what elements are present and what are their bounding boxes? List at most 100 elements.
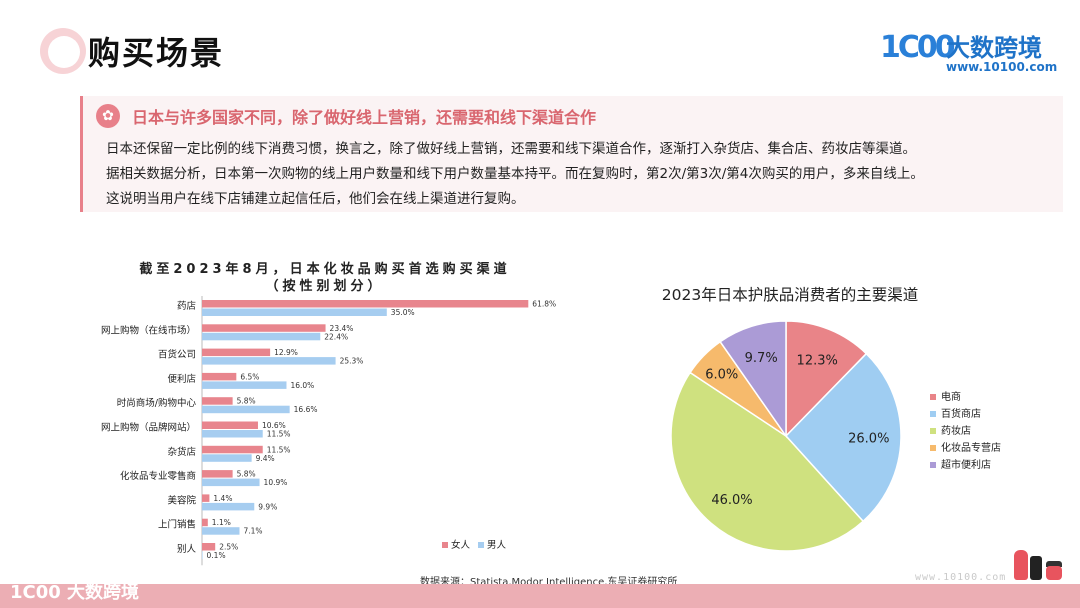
pie-legend-label: 百货商店 xyxy=(941,407,981,420)
bar-value-label: 0.1% xyxy=(207,551,226,560)
legend-label: 男人 xyxy=(487,540,507,551)
bar-value-label: 23.4% xyxy=(330,324,354,333)
bar-value-label: 11.5% xyxy=(267,445,291,454)
bar-female xyxy=(202,397,233,405)
bar-value-label: 22.4% xyxy=(324,332,348,341)
cosmetic-bottle-icon xyxy=(1014,550,1028,580)
footer-band xyxy=(0,584,1080,608)
pie-value-label: 12.3% xyxy=(797,353,838,368)
cosmetic-jar-lid-icon xyxy=(1046,561,1062,567)
pie-legend-label: 药妆店 xyxy=(941,424,971,437)
pie-legend-label: 电商 xyxy=(941,390,961,403)
title-ring-inner xyxy=(48,36,80,68)
legend-swatch xyxy=(478,542,484,548)
bar-male xyxy=(202,381,287,389)
bar-female xyxy=(202,543,216,551)
bar-male xyxy=(202,308,387,316)
footer-url: www.10100.com xyxy=(915,572,1007,583)
bar-female xyxy=(202,445,263,454)
logo-mark: 1C00 xyxy=(880,30,956,65)
pie-value-label: 9.7% xyxy=(745,351,778,366)
body-line-3: 这说明当用户在线下店铺建立起信任后，他们会在线上渠道进行复购。 xyxy=(106,191,525,207)
pie-legend-swatch xyxy=(930,445,936,451)
bar-value-label: 2.5% xyxy=(219,543,238,552)
bar-male xyxy=(202,551,203,559)
pie-value-label: 46.0% xyxy=(711,493,752,508)
bar-value-label: 1.1% xyxy=(212,518,231,527)
category-label: 上门销售 xyxy=(158,519,196,531)
bar-male xyxy=(202,502,255,511)
pie-legend-swatch xyxy=(930,462,936,468)
bar-male xyxy=(202,430,263,438)
bar-chart-title: 截至2023年8月，日本化妆品购买首选购买渠道 xyxy=(139,262,511,277)
page-title: 购买场景 xyxy=(88,34,225,72)
footer-logo: 1C00 大数跨境 xyxy=(10,582,140,603)
pie-slice xyxy=(784,352,902,523)
bar-value-label: 7.1% xyxy=(243,527,262,536)
logo-url: www.10100.com xyxy=(946,60,1058,74)
bar-value-label: 5.8% xyxy=(237,470,256,479)
bar-chart: 药店 61.8% 35.0% 网上购物（在线市场） 23.4%22.4% 百货公司 12.9… xyxy=(101,296,556,566)
bar-male xyxy=(202,478,260,487)
body-line-2: 据相关数据分析，日本第一次购物的线上用户数量和线下用户数量基本持平。而在复购时，… xyxy=(106,166,924,182)
bar-value-label: 16.0% xyxy=(290,381,314,390)
bar-value-label: 9.9% xyxy=(258,502,277,511)
bar-female xyxy=(202,470,233,478)
pie-slice xyxy=(785,320,868,438)
pie-legend-swatch xyxy=(930,394,936,400)
category-label: 化妆品专业零售商 xyxy=(120,470,196,482)
pie-legend-label: 超市便利店 xyxy=(941,458,991,471)
bar-female xyxy=(202,421,258,429)
pie-slice xyxy=(670,371,865,552)
legend-swatch xyxy=(442,542,448,548)
bar-value-label: 16.6% xyxy=(294,405,318,414)
bar-value-label: 1.4% xyxy=(213,494,232,503)
pie-legend-swatch xyxy=(930,428,936,434)
bar-male xyxy=(202,454,252,462)
bar-female xyxy=(202,372,237,381)
bar-value-label: 25.3% xyxy=(340,357,364,366)
category-label: 时尚商场/购物中心 xyxy=(117,397,197,409)
bar-chart-subtitle: （按性别划分） xyxy=(265,279,385,294)
bar-female xyxy=(202,300,529,308)
body-line-1: 日本还保留一定比例的线下消费习惯，换言之，除了做好线上营销，还需要和线下渠道合作… xyxy=(106,141,916,157)
pie-chart: 12.3% 26.0% 46.0% 6.0% 9.7% 电商百货商店药妆店化妆品专营店超市… xyxy=(670,320,1001,552)
pie-value-label: 26.0% xyxy=(848,432,889,447)
category-label: 网上购物（品牌网站） xyxy=(101,422,196,434)
data-source: 数据来源：Statista,Modor Intelligence,东吴证券研究所 xyxy=(420,577,678,588)
bar-male xyxy=(202,332,321,341)
pie-legend-swatch xyxy=(930,411,936,417)
cosmetic-tube-icon xyxy=(1030,556,1042,580)
brand-logo: 1C00 大数跨境 www.10100.com xyxy=(880,28,1057,74)
bar-female xyxy=(202,518,208,527)
pie-chart-title: 2023年日本护肤品消费者的主要渠道 xyxy=(661,286,919,304)
callout-box xyxy=(80,96,1063,212)
bar-value-label: 10.9% xyxy=(264,478,288,487)
pie-value-label: 6.0% xyxy=(705,367,738,382)
bar-value-label: 10.6% xyxy=(262,421,286,430)
pie-slice xyxy=(719,320,787,439)
bar-female xyxy=(202,324,326,332)
pie-legend-label: 化妆品专营店 xyxy=(941,441,1001,454)
bar-female xyxy=(202,494,210,502)
category-label: 便利店 xyxy=(167,373,196,385)
bar-value-label: 6.5% xyxy=(240,372,259,381)
category-label: 网上购物（在线市场） xyxy=(101,324,196,336)
callout-heading: 日本与许多国家不同，除了做好线上营销，还需要和线下渠道合作 xyxy=(132,108,597,127)
bar-value-label: 61.8% xyxy=(532,300,556,309)
category-label: 别人 xyxy=(177,544,197,555)
bar-male xyxy=(202,357,336,365)
cosmetic-jar-icon xyxy=(1046,566,1062,580)
bar-male xyxy=(202,405,290,414)
bar-female xyxy=(202,348,271,357)
logo-name: 大数跨境 xyxy=(946,34,1042,62)
category-label: 药店 xyxy=(177,300,196,312)
category-label: 杂货店 xyxy=(167,446,196,458)
bar-value-label: 5.8% xyxy=(237,397,256,406)
category-label: 百货公司 xyxy=(158,349,196,361)
bar-value-label: 35.0% xyxy=(391,308,415,317)
bar-value-label: 9.4% xyxy=(256,454,275,463)
bar-male xyxy=(202,527,240,535)
bar-value-label: 12.9% xyxy=(274,348,298,357)
flower-icon: ✿ xyxy=(96,104,120,128)
